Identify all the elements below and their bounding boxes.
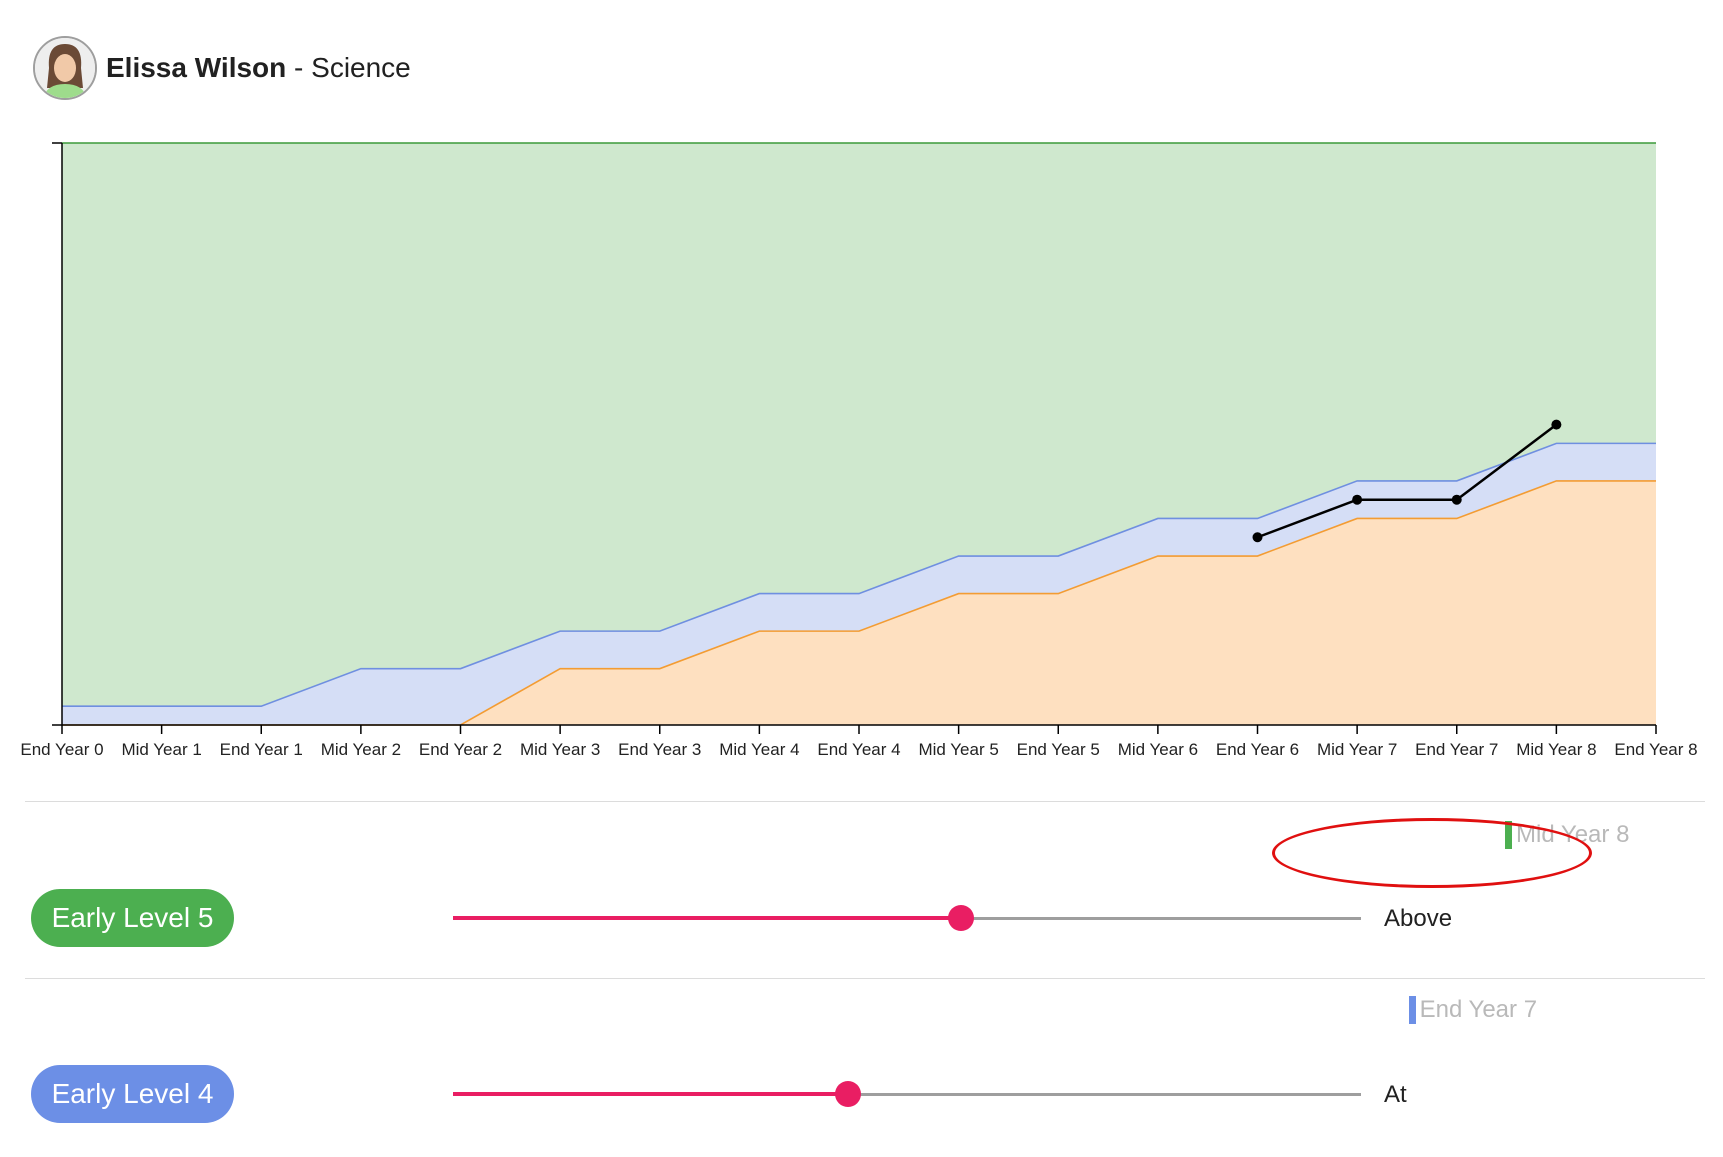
x-tick-label: Mid Year 5 — [918, 740, 998, 759]
highlight-annotation-ellipse — [1272, 818, 1592, 888]
student-progress-point — [1451, 494, 1462, 505]
x-tick-label: End Year 4 — [817, 740, 900, 759]
slider-fill — [453, 1092, 848, 1096]
level-row-early-level-4: End Year 7 Early Level 4 At — [0, 996, 1723, 1157]
section-divider — [25, 801, 1705, 802]
x-tick-label: Mid Year 4 — [719, 740, 799, 759]
progress-slider[interactable] — [453, 903, 1361, 933]
slider-thumb[interactable] — [834, 1081, 861, 1107]
student-progress-line — [1257, 423, 1558, 539]
x-tick-label: Mid Year 6 — [1118, 740, 1198, 759]
marker-label: End Year 7 — [1419, 996, 1538, 1023]
student-title: Elissa Wilson - Science — [106, 54, 411, 82]
progress-slider[interactable] — [453, 1079, 1361, 1109]
student-progress-point — [1252, 532, 1263, 543]
slider-track — [453, 1093, 1361, 1096]
student-name: Elissa Wilson — [106, 52, 287, 83]
avatar-photo — [35, 38, 95, 98]
band-area-lower — [62, 480, 1656, 725]
student-header: Elissa Wilson - Science — [33, 35, 411, 101]
x-tick-label: Mid Year 1 — [121, 740, 201, 759]
x-tick-label: End Year 0 — [20, 740, 103, 759]
x-tick-label: End Year 6 — [1216, 740, 1299, 759]
x-tick-label: End Year 5 — [1017, 740, 1100, 759]
x-tick-label: End Year 3 — [618, 740, 701, 759]
x-tick-label: Mid Year 8 — [1516, 740, 1596, 759]
slider-thumb[interactable] — [948, 905, 975, 931]
band-line-middle — [62, 442, 1656, 708]
x-tick-label: Mid Year 7 — [1317, 740, 1397, 759]
x-tick-label: Mid Year 3 — [520, 740, 600, 759]
x-tick-label: End Year 2 — [419, 740, 502, 759]
section-divider — [25, 978, 1705, 979]
title-separator: - — [286, 52, 312, 83]
x-tick-label: End Year 8 — [1614, 740, 1697, 759]
student-progress-point — [1352, 494, 1363, 505]
x-tick-label: End Year 7 — [1415, 740, 1498, 759]
subject-name: Science — [311, 52, 411, 83]
current-period-marker: End Year 7 — [1408, 996, 1538, 1024]
x-tick-label: End Year 1 — [220, 740, 303, 759]
slider-fill — [453, 916, 962, 920]
progress-chart: End Year 0 Mid Year 1 End Year 1 Mid Year 2… — [20, 142, 1698, 759]
student-progress-point — [1551, 419, 1562, 430]
level-badge[interactable]: Early Level 4 — [31, 1065, 234, 1123]
rating-text: Above — [1384, 905, 1453, 932]
student-avatar[interactable] — [33, 36, 97, 100]
rating-text: At — [1384, 1081, 1407, 1108]
marker-bar — [1408, 996, 1416, 1024]
level-badge[interactable]: Early Level 5 — [31, 889, 234, 947]
x-tick-label: Mid Year 2 — [321, 740, 401, 759]
